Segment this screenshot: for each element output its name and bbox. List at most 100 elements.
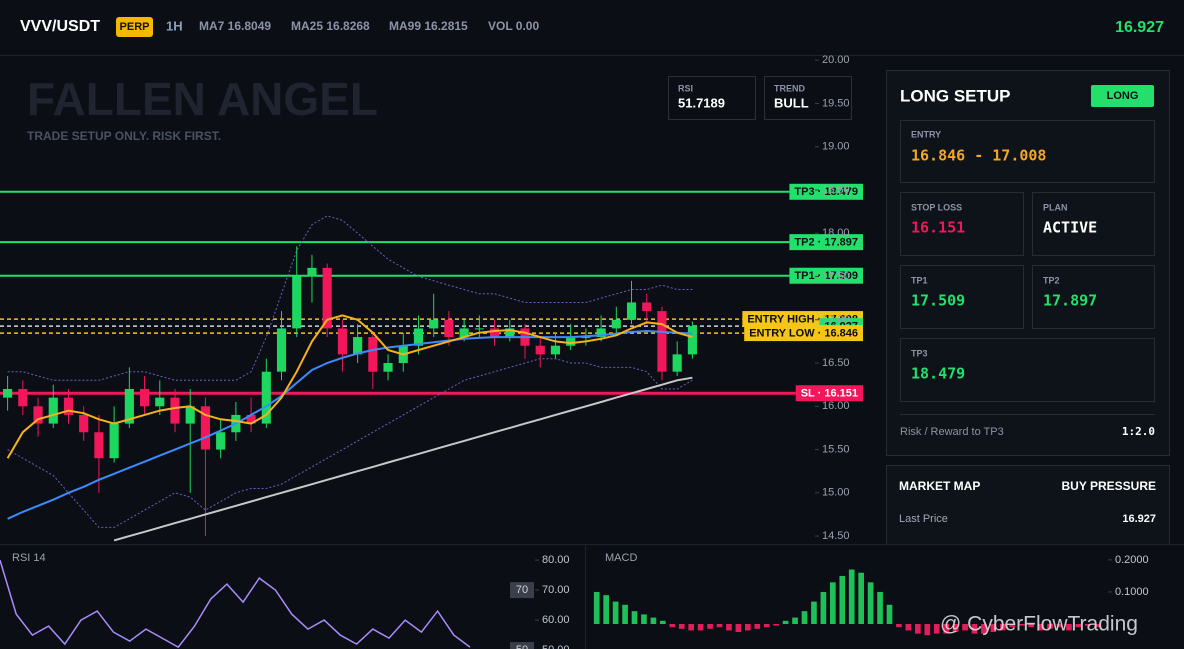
histogram-bar <box>971 624 978 634</box>
trend-box <box>764 76 852 120</box>
level-tag <box>789 267 863 284</box>
candle-body <box>626 302 637 320</box>
level-tag-label: TP3 · 18.479 <box>794 186 858 198</box>
candle-body <box>581 337 591 339</box>
histogram-bar <box>952 624 959 633</box>
y-tick-label: 15.00 <box>822 487 850 499</box>
histogram-bar <box>707 624 713 629</box>
candle-body <box>33 406 43 424</box>
market-map-title: MARKET MAP <box>899 479 980 493</box>
y-tick-label: 0.2000 <box>1115 554 1149 566</box>
y-tick-label: 20.00 <box>822 54 850 66</box>
histogram-bar <box>1018 624 1025 626</box>
candle-body <box>140 388 150 407</box>
rsi-value: 51.7189 <box>678 95 725 110</box>
candle-body <box>413 328 424 346</box>
candle-body <box>383 363 393 372</box>
level-tag-label: ENTRY LOW · 16.846 <box>749 327 858 339</box>
y-tick-label: 19.50 <box>822 97 850 109</box>
candle-body <box>170 397 180 424</box>
watermark: @ CyberFlowTrading <box>940 613 1138 636</box>
histogram-bar <box>763 624 770 628</box>
y-tick-label: 60.00 <box>542 614 570 626</box>
tp3-label: TP3 <box>911 348 928 358</box>
long-badge-bg <box>1091 85 1154 107</box>
ma7: MA7 16.8049 <box>199 19 271 33</box>
rsi-line <box>0 559 471 649</box>
candle-body <box>276 328 287 372</box>
tp3-value: 18.479 <box>911 365 965 383</box>
band-line <box>7 215 693 381</box>
histogram-bar <box>943 624 949 634</box>
histogram-bar <box>745 624 751 631</box>
histogram-bar <box>678 624 685 629</box>
histogram-bar <box>877 591 883 624</box>
candle-body <box>109 423 119 459</box>
histogram-bar <box>990 624 997 633</box>
level-marker-label: 70 <box>516 584 528 596</box>
y-tick-label: 15.50 <box>822 443 850 455</box>
y-tick-label: 16.00 <box>822 400 850 412</box>
rr-value: 1:2.0 <box>1122 425 1155 438</box>
histogram-bar <box>1028 624 1034 628</box>
histogram-bar <box>593 591 600 624</box>
histogram-bar <box>1056 624 1063 628</box>
histogram-bar <box>1037 624 1044 631</box>
y-tick-label: 17.50 <box>822 270 850 282</box>
histogram-bar <box>726 624 732 631</box>
candle-body <box>48 397 58 424</box>
candle-body <box>155 397 165 407</box>
candle-body <box>322 267 332 329</box>
tp1-box <box>900 265 1024 329</box>
histogram-bar <box>896 624 902 628</box>
interval[interactable]: 1H <box>166 18 183 33</box>
level-tag <box>789 183 863 200</box>
y-tick-label: 14.50 <box>822 530 850 542</box>
tp2-label: TP2 <box>1043 275 1060 285</box>
market-map-panel <box>886 465 1170 556</box>
candle-body <box>200 406 210 450</box>
volume: VOL 0.00 <box>488 19 539 33</box>
histogram-bar <box>1085 624 1091 626</box>
histogram-bar <box>631 611 638 624</box>
histogram-bar <box>1094 624 1101 628</box>
candle-body <box>79 414 89 433</box>
ma99: MA99 16.2815 <box>389 19 468 33</box>
entry-box <box>900 120 1155 183</box>
plan-label: PLAN <box>1043 202 1068 212</box>
candle-body <box>124 388 134 424</box>
level-tag-label: TP2 · 17.897 <box>794 237 858 249</box>
price: 16.927 <box>1115 19 1164 36</box>
ma-line <box>113 376 693 542</box>
trend-label: TREND <box>774 83 805 93</box>
candle-body <box>368 337 378 372</box>
histogram-bar <box>641 614 647 624</box>
entry-label: ENTRY <box>911 129 941 139</box>
histogram-bar <box>697 624 704 631</box>
histogram-bar <box>933 624 940 634</box>
histogram-bar <box>1047 624 1053 629</box>
y-tick-label: 18.50 <box>822 184 850 196</box>
subtitle: TRADE SETUP ONLY. RISK FIRST. <box>27 129 221 143</box>
histogram-bar <box>858 572 864 624</box>
histogram-bar <box>839 575 846 624</box>
candle-body <box>3 388 13 398</box>
histogram-bar <box>915 624 921 634</box>
ma-line <box>7 329 693 520</box>
tp1-value: 17.509 <box>911 292 965 310</box>
candle-body <box>657 311 667 372</box>
level-tag <box>744 325 863 342</box>
histogram-bar <box>830 582 836 624</box>
candle-body <box>687 326 697 355</box>
candle-body <box>337 328 347 355</box>
setup-title: LONG SETUP <box>900 86 1011 105</box>
candle-body <box>459 328 469 338</box>
pair: VVV/USDT <box>20 18 100 35</box>
candle-body <box>550 345 560 355</box>
histogram-bar <box>886 604 893 624</box>
histogram-bar <box>716 624 723 628</box>
trend-value: BULL <box>774 95 809 110</box>
panel-title: RSI 14 <box>12 552 46 564</box>
histogram-bar <box>773 624 779 626</box>
